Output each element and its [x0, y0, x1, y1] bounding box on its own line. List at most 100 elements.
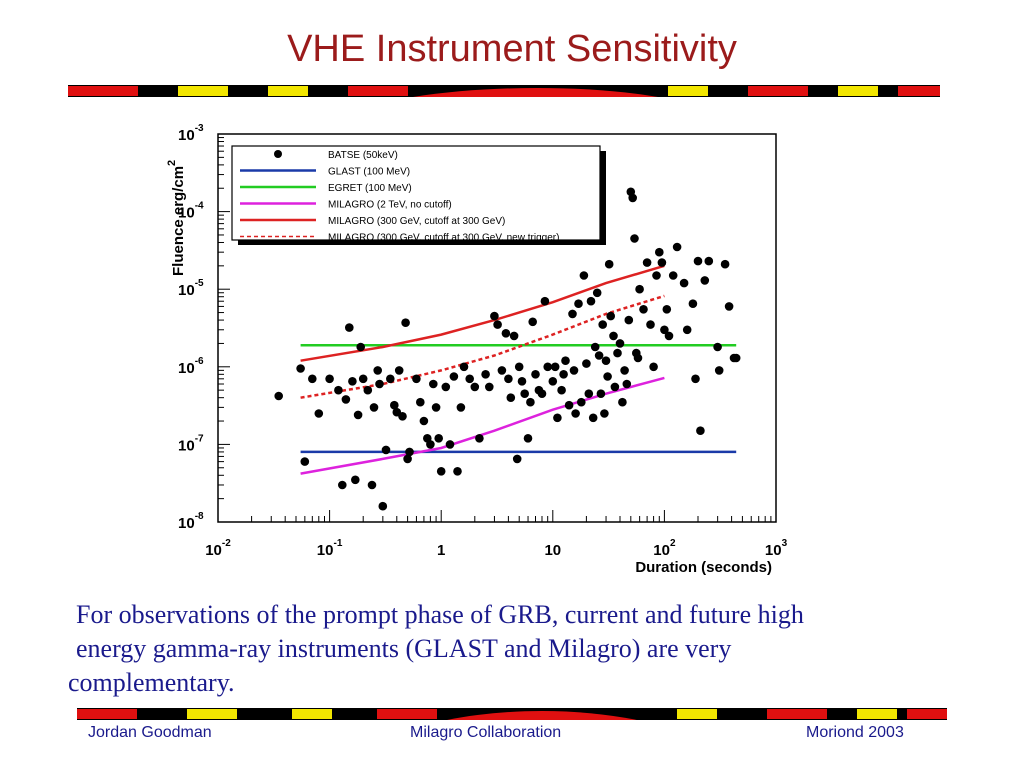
data-point [401, 318, 410, 328]
data-point [594, 351, 604, 360]
data-point [416, 397, 425, 407]
data-point [509, 331, 519, 341]
data-point [375, 379, 384, 389]
data-point [704, 256, 714, 266]
data-point [314, 409, 324, 418]
data-point [356, 342, 366, 352]
data-point [672, 242, 682, 252]
data-point [655, 247, 664, 257]
data-point [688, 299, 698, 309]
data-point [504, 374, 513, 384]
data-point [453, 467, 462, 476]
data-point [630, 234, 639, 243]
legend-label: GLAST (100 MeV) [328, 167, 410, 178]
data-point [501, 329, 511, 338]
plot-area-frame [217, 133, 777, 523]
data-point [470, 382, 480, 392]
data-point [381, 445, 391, 455]
legend: BATSE (50keV) GLAST (100 MeV) EGRET (100 M… [231, 145, 606, 245]
slide-title: VHE Instrument Sensitivity [287, 28, 737, 70]
data-point [445, 440, 455, 449]
data-point [405, 447, 414, 457]
data-point [367, 480, 377, 490]
x-tick-label: 10 [544, 542, 561, 559]
data-point [325, 374, 334, 384]
x-tick-label: 10-2 [205, 538, 231, 559]
data-point [358, 374, 368, 384]
data-point [475, 434, 484, 443]
data-point [517, 377, 527, 386]
data-point [378, 501, 388, 511]
data-point [523, 434, 533, 443]
body-line-1: For observations of the prompt phase of … [76, 600, 804, 629]
data-point [526, 397, 535, 407]
data-point [606, 311, 615, 321]
data-point [628, 193, 637, 203]
data-point [596, 389, 606, 399]
data-point [506, 393, 516, 403]
data-point [348, 377, 357, 386]
data-point [386, 374, 395, 384]
y-tick-label: 10-7 [178, 433, 204, 454]
slide-body-text: For observations of the prompt phase of … [68, 598, 968, 700]
data-point [334, 385, 343, 395]
series-line [300, 294, 665, 399]
footer-conference: Moriond 2003 [806, 724, 904, 741]
data-point [601, 356, 611, 366]
data-point [584, 389, 594, 399]
data-point [373, 366, 383, 375]
data-point [604, 259, 614, 269]
data-point [449, 372, 459, 381]
data-point [682, 325, 692, 335]
data-point [540, 296, 550, 306]
data-point [679, 278, 689, 288]
data-point [668, 271, 678, 280]
x-tick-label: 10-1 [317, 538, 343, 559]
legend-label: MILAGRO (300 GeV, cutoff at 300 GeV, new… [328, 233, 559, 244]
y-axis-ticks [218, 137, 230, 523]
data-point [649, 362, 658, 372]
data-point [642, 258, 652, 267]
y-tick-label: 10-4 [178, 201, 204, 222]
data-point [456, 403, 466, 412]
data-point [394, 366, 404, 375]
data-point [662, 305, 672, 314]
data-point [693, 256, 703, 266]
footer-collaboration: Milagro Collaboration [410, 724, 562, 741]
fluence-duration-chart: 10-2 10-1 1 10 102 103 10-810-710-610-510-410… [166, 123, 788, 576]
data-point [598, 320, 607, 329]
series-line [300, 376, 665, 475]
data-point [363, 385, 373, 395]
data-point [615, 339, 625, 348]
data-point [531, 370, 540, 379]
y-tick-label: 10-6 [178, 356, 204, 377]
data-point [436, 467, 446, 476]
legend-label: MILAGRO (300 GeV, cutoff at 300 GeV) [328, 216, 505, 227]
data-point [559, 370, 568, 379]
data-point [296, 364, 305, 373]
y-tick-label: 10-5 [178, 278, 204, 299]
data-point [398, 412, 407, 421]
data-point [459, 362, 469, 372]
data-point [571, 409, 580, 418]
data-point [588, 413, 598, 423]
legend-label: BATSE (50keV) [328, 150, 398, 161]
data-point [493, 320, 502, 329]
data-point [657, 258, 667, 267]
data-point [618, 397, 627, 407]
data-point [600, 409, 609, 418]
data-point [574, 299, 583, 309]
data-point [537, 389, 547, 399]
data-point [603, 372, 612, 381]
x-tick-label: 103 [765, 538, 788, 559]
y-axis-label: Fluence erg/cm2 [166, 160, 187, 276]
legend-box [231, 145, 601, 241]
data-point [434, 434, 444, 443]
data-point [664, 331, 674, 341]
data-point [512, 454, 522, 464]
data-point [403, 454, 412, 464]
data-point [622, 379, 632, 389]
data-point [426, 440, 435, 449]
data-point [429, 379, 438, 389]
data-point [557, 385, 566, 395]
